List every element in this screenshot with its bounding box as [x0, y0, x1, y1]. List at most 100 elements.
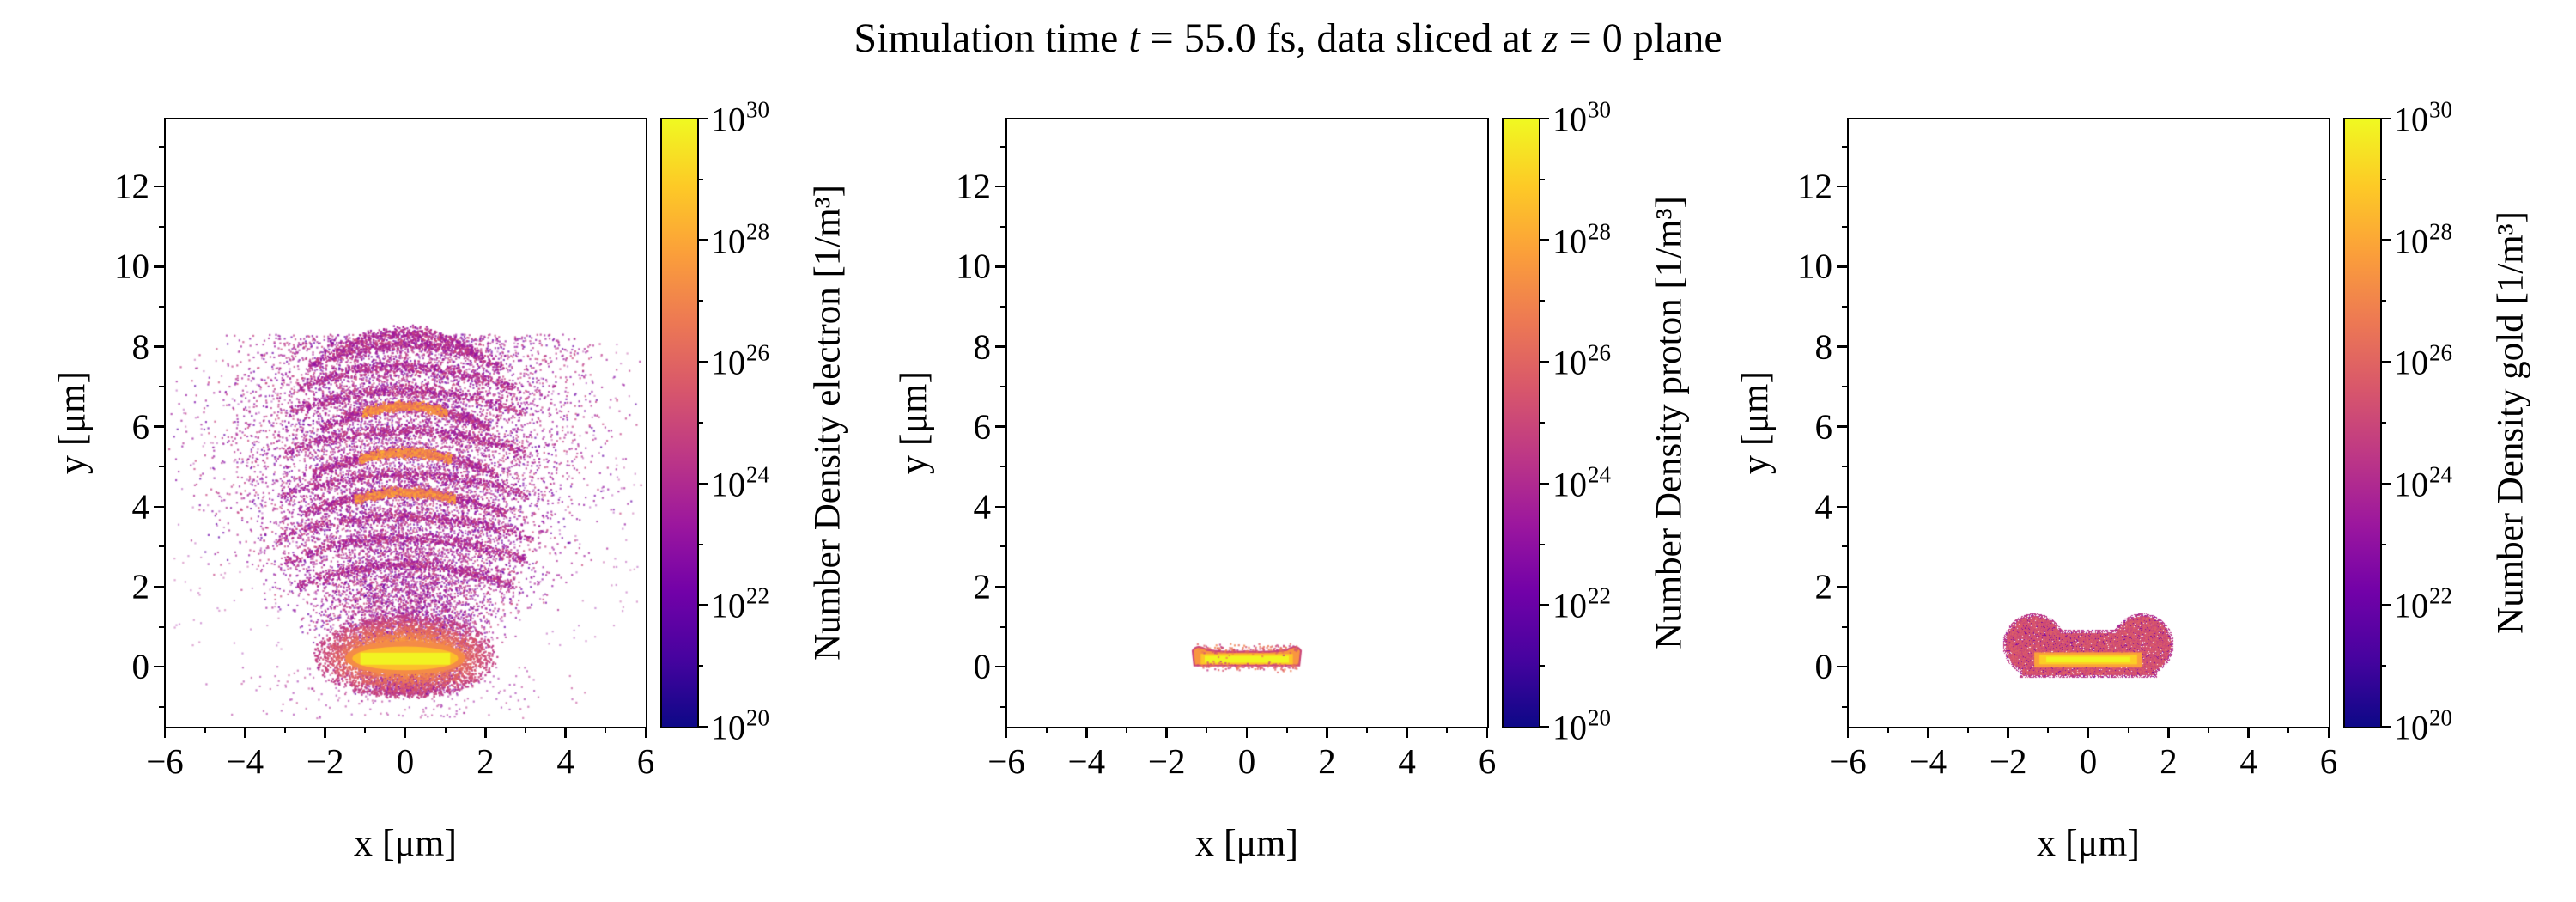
y-tick — [1837, 425, 1848, 428]
x-tick — [1085, 727, 1088, 738]
x-tick — [2167, 727, 2170, 738]
colorbar-tick-label: 1024 — [711, 461, 769, 504]
x-tick — [324, 727, 326, 738]
y-tick-label: 6 — [131, 406, 150, 447]
panel-proton: y [μm] −6 −4 −2 0 2 4 6 0 2 4 6 8 10 12 x [μm] 1020 10… — [893, 98, 1690, 864]
x-tick — [2007, 727, 2009, 738]
x-tick-label: −2 — [1147, 741, 1186, 781]
x-tick-label: 4 — [2239, 741, 2257, 781]
y-tick-label: 4 — [131, 486, 150, 527]
y-tick-label: 8 — [1814, 326, 1833, 366]
colorbar-tick-label: 1026 — [711, 339, 769, 382]
x-axis-label: x [μm] — [353, 822, 458, 864]
panel-electron: y [μm] −6 −4 −2 0 2 4 6 0 2 4 6 8 10 12 x [μm] 1020 10… — [52, 98, 848, 864]
y-minor-tick — [159, 225, 165, 228]
y-tick — [154, 345, 165, 348]
colorbar-tick-label: 1020 — [1552, 704, 1611, 747]
y-minor-tick — [159, 145, 165, 148]
colorbar-tick — [2380, 604, 2391, 606]
y-tick — [154, 665, 165, 668]
x-minor-tick — [1285, 727, 1288, 733]
x-tick — [404, 727, 407, 738]
y-tick — [995, 345, 1006, 348]
y-tick — [995, 665, 1006, 668]
colorbar-minor-tick — [697, 178, 703, 180]
y-minor-tick — [1842, 466, 1848, 468]
y-minor-tick — [159, 386, 165, 388]
y-minor-tick — [1842, 625, 1848, 628]
colorbar-tick — [2380, 117, 2391, 120]
x-tick — [1005, 727, 1008, 738]
x-tick-label: −4 — [226, 741, 264, 781]
y-minor-tick — [159, 705, 165, 708]
x-minor-tick — [1045, 727, 1048, 733]
colorbar-minor-tick — [1539, 543, 1545, 545]
x-tick — [2087, 727, 2090, 738]
colorbar-tick-label: 1020 — [2394, 704, 2452, 747]
colorbar-tick — [697, 239, 708, 241]
y-minor-tick — [159, 545, 165, 548]
title-var-z: z — [1541, 15, 1558, 61]
y-minor-tick — [1842, 705, 1848, 708]
plot-area-gold: −6 −4 −2 0 2 4 6 0 2 4 6 8 10 12 — [1797, 117, 2337, 779]
y-axis-label: y [μm] — [51, 370, 94, 475]
x-tick — [2327, 727, 2330, 738]
colorbar-tick-label: 1030 — [711, 96, 769, 139]
y-tick — [1837, 505, 1848, 509]
y-tick-label: 2 — [973, 566, 992, 606]
x-tick — [163, 727, 167, 738]
y-minor-tick — [1000, 386, 1006, 388]
x-tick — [1326, 727, 1328, 738]
colorbar-tick — [697, 725, 708, 728]
x-tick — [1245, 727, 1249, 738]
x-tick — [564, 727, 567, 738]
x-axis-label: x [μm] — [2036, 822, 2141, 864]
colorbar-label-electron: Number Density electron [1/m³] — [807, 185, 848, 661]
y-tick-label: 8 — [973, 326, 992, 366]
y-tick — [995, 265, 1006, 268]
x-minor-tick — [284, 727, 286, 733]
y-tick-label: 0 — [1814, 646, 1833, 686]
colorbar-gradient — [661, 119, 697, 727]
y-tick-label: 10 — [114, 246, 149, 286]
x-tick-label: 4 — [556, 741, 574, 781]
x-tick — [1846, 727, 1850, 738]
colorbar-tick-label: 1030 — [1552, 96, 1611, 139]
title-text: Simulation time — [854, 15, 1129, 61]
plot-area-electron: −6 −4 −2 0 2 4 6 0 2 4 6 8 10 12 — [114, 117, 654, 779]
y-minor-tick — [1000, 466, 1006, 468]
x-minor-tick — [204, 727, 206, 733]
x-tick-label: −6 — [1829, 741, 1867, 781]
x-tick-label: 6 — [1478, 741, 1497, 781]
colorbar-tick-label: 1028 — [2394, 217, 2452, 261]
colorbar-minor-tick — [1539, 300, 1545, 302]
colorbar-tick-label: 1028 — [1552, 217, 1611, 261]
x-axis-label: x [μm] — [1194, 822, 1299, 864]
x-tick — [1406, 727, 1408, 738]
y-tick-label: 12 — [956, 166, 991, 206]
colorbar-tick — [697, 117, 708, 120]
x-tick — [2247, 727, 2250, 738]
x-minor-tick — [605, 727, 607, 733]
colorbar-minor-tick — [2380, 543, 2386, 545]
colorbar-tick-label: 1022 — [711, 582, 769, 626]
y-tick — [154, 265, 165, 268]
y-minor-tick — [159, 305, 165, 308]
title-var-t: t — [1128, 15, 1140, 61]
y-minor-tick — [1000, 305, 1006, 308]
x-tick-label: −2 — [306, 741, 344, 781]
colorbar-tick-label: 1020 — [711, 704, 769, 747]
title-text: = 0 plane — [1558, 15, 1722, 61]
y-tick-label: 12 — [114, 166, 149, 206]
colorbar-tick — [2380, 239, 2391, 241]
colorbar-label-gold: Number Density gold [1/m³] — [2490, 211, 2531, 634]
y-minor-tick — [1000, 705, 1006, 708]
y-tick — [1837, 665, 1848, 668]
y-minor-tick — [159, 466, 165, 468]
colorbar-minor-tick — [697, 665, 703, 667]
colorbar-minor-tick — [2380, 178, 2386, 180]
colorbar-tick — [1539, 482, 1549, 485]
colorbar-minor-tick — [2380, 422, 2386, 424]
colorbar-minor-tick — [697, 300, 703, 302]
